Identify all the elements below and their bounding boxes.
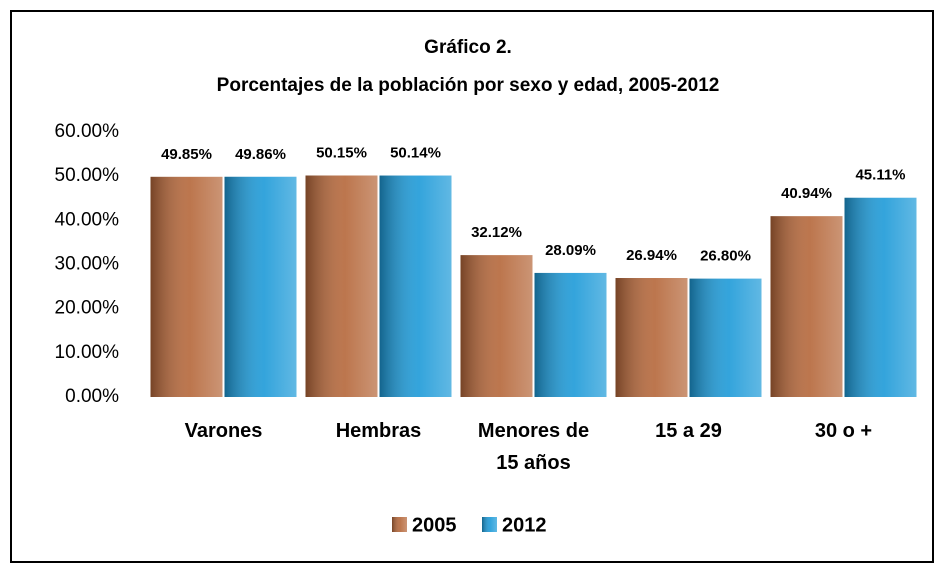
bar-shading	[305, 175, 378, 397]
y-tick-label: 20.00%	[55, 298, 120, 319]
bar-shading	[534, 272, 607, 397]
y-tick-label: 60.00%	[55, 121, 120, 142]
value-label: 40.94%	[781, 185, 832, 202]
bar-shading	[150, 176, 223, 397]
bar-shading	[770, 216, 843, 397]
bar-shading	[615, 278, 688, 397]
value-label: 50.14%	[390, 145, 441, 162]
legend-swatch-shading	[482, 517, 497, 532]
legend-swatch-shading	[392, 517, 407, 532]
value-label: 28.09%	[545, 242, 596, 259]
legend-label: 2005	[412, 514, 457, 536]
y-tick-label: 50.00%	[55, 165, 120, 186]
x-tick-label: Hembras	[336, 420, 422, 442]
x-tick-label: 30 o +	[815, 420, 872, 442]
x-tick-label: Menores de 15 años	[478, 420, 589, 474]
chart-title: Gráfico 2.	[424, 37, 512, 58]
bar-shading	[844, 197, 917, 397]
value-label: 50.15%	[316, 144, 367, 161]
value-label: 49.86%	[235, 146, 286, 163]
legend-label: 2012	[502, 514, 547, 536]
x-tick-label: 15 a 29	[655, 420, 722, 442]
x-tick-label: Varones	[185, 420, 263, 442]
y-tick-label: 10.00%	[55, 342, 120, 363]
y-tick-label: 30.00%	[55, 254, 120, 275]
bar-shading	[379, 175, 452, 397]
bar-shading	[689, 278, 762, 397]
y-tick-label: 0.00%	[65, 386, 119, 407]
chart-title: Porcentajes de la población por sexo y e…	[217, 75, 720, 96]
value-label: 32.12%	[471, 224, 522, 241]
value-label: 26.94%	[626, 247, 677, 264]
value-label: 45.11%	[855, 167, 905, 184]
bar-shading	[460, 255, 533, 397]
value-label: 49.85%	[161, 146, 212, 163]
y-tick-label: 40.00%	[55, 209, 120, 230]
bar-shading	[224, 176, 297, 397]
value-label: 26.80%	[700, 248, 751, 265]
